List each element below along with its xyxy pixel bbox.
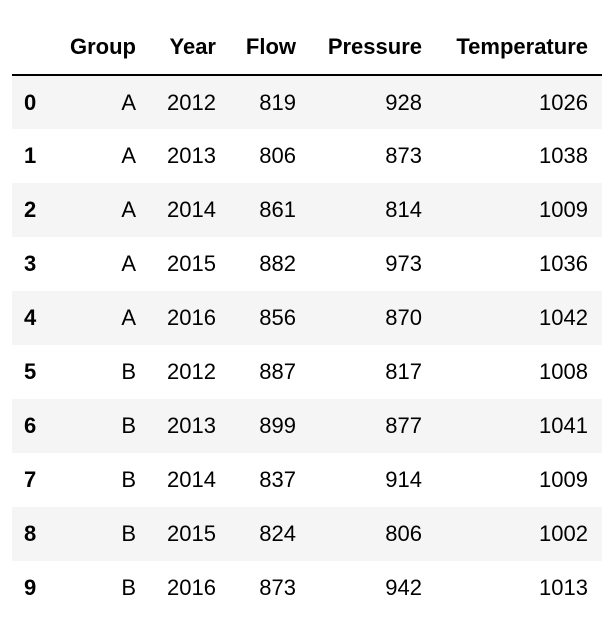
cell-year: 2015 [167, 521, 216, 546]
table-row: 4 A 2016 856 870 1042 [12, 291, 602, 345]
table-header: Group Year Flow Pressure Temperature [12, 20, 602, 76]
dataframe-container: Group Year Flow Pressure Temperature 0 A… [12, 20, 602, 615]
table-row: 5 B 2012 887 817 1008 [12, 345, 602, 399]
cell-flow: 856 [259, 305, 296, 330]
cell-pressure: 873 [385, 143, 422, 168]
column-header-flow: Flow [230, 20, 310, 76]
cell-temperature: 1009 [539, 197, 588, 222]
cell-group: B [121, 359, 136, 384]
cell-pressure: 877 [385, 413, 422, 438]
cell-year: 2014 [167, 467, 216, 492]
table-row: 0 A 2012 819 928 1026 [12, 75, 602, 129]
cell-pressure: 817 [385, 359, 422, 384]
row-index: 7 [24, 467, 37, 492]
table-row: 3 A 2015 882 973 1036 [12, 237, 602, 291]
cell-temperature: 1041 [539, 413, 588, 438]
cell-group: A [121, 305, 136, 330]
row-index: 1 [24, 143, 37, 168]
index-header [12, 20, 58, 76]
table-row: 7 B 2014 837 914 1009 [12, 453, 602, 507]
cell-year: 2013 [167, 143, 216, 168]
row-index: 3 [24, 251, 37, 276]
cell-flow: 887 [259, 359, 296, 384]
cell-pressure: 870 [385, 305, 422, 330]
cell-year: 2016 [167, 305, 216, 330]
cell-temperature: 1026 [539, 89, 588, 115]
column-header-pressure: Pressure [310, 20, 436, 76]
cell-pressure: 928 [385, 89, 422, 115]
cell-flow: 882 [259, 251, 296, 276]
cell-temperature: 1008 [539, 359, 588, 384]
row-index: 9 [24, 575, 37, 600]
row-index: 4 [24, 305, 37, 330]
row-index: 6 [24, 413, 37, 438]
cell-temperature: 1009 [539, 467, 588, 492]
cell-group: A [121, 197, 136, 222]
table-row: 2 A 2014 861 814 1009 [12, 183, 602, 237]
cell-group: B [121, 575, 136, 600]
cell-flow: 861 [259, 197, 296, 222]
cell-pressure: 973 [385, 251, 422, 276]
cell-group: A [121, 89, 136, 115]
cell-year: 2015 [167, 251, 216, 276]
cell-temperature: 1042 [539, 305, 588, 330]
cell-temperature: 1013 [539, 575, 588, 600]
row-index: 5 [24, 359, 37, 384]
cell-group: A [121, 251, 136, 276]
cell-flow: 837 [259, 467, 296, 492]
cell-pressure: 814 [385, 197, 422, 222]
cell-temperature: 1038 [539, 143, 588, 168]
row-index: 0 [24, 89, 37, 115]
cell-year: 2012 [167, 359, 216, 384]
cell-group: B [121, 413, 136, 438]
cell-temperature: 1036 [539, 251, 588, 276]
cell-group: A [121, 143, 136, 168]
header-row: Group Year Flow Pressure Temperature [12, 20, 602, 76]
row-index: 8 [24, 521, 37, 546]
table-row: 1 A 2013 806 873 1038 [12, 129, 602, 183]
cell-flow: 806 [259, 143, 296, 168]
cell-group: B [121, 521, 136, 546]
cell-pressure: 914 [385, 467, 422, 492]
cell-temperature: 1002 [539, 521, 588, 546]
column-header-group: Group [58, 20, 150, 76]
cell-flow: 819 [259, 89, 296, 115]
cell-flow: 899 [259, 413, 296, 438]
cell-group: B [121, 467, 136, 492]
cell-year: 2012 [167, 89, 216, 115]
cell-year: 2016 [167, 575, 216, 600]
cell-year: 2013 [167, 413, 216, 438]
table-row: 6 B 2013 899 877 1041 [12, 399, 602, 453]
table-row: 8 B 2015 824 806 1002 [12, 507, 602, 561]
dataframe-table: Group Year Flow Pressure Temperature 0 A… [12, 20, 602, 615]
table-body: 0 A 2012 819 928 1026 1 A 2013 806 873 1… [12, 75, 602, 615]
column-header-temperature: Temperature [436, 20, 602, 76]
table-row: 9 B 2016 873 942 1013 [12, 561, 602, 615]
cell-flow: 873 [259, 575, 296, 600]
cell-pressure: 942 [385, 575, 422, 600]
cell-pressure: 806 [385, 521, 422, 546]
column-header-year: Year [150, 20, 230, 76]
cell-year: 2014 [167, 197, 216, 222]
row-index: 2 [24, 197, 37, 222]
cell-flow: 824 [259, 521, 296, 546]
